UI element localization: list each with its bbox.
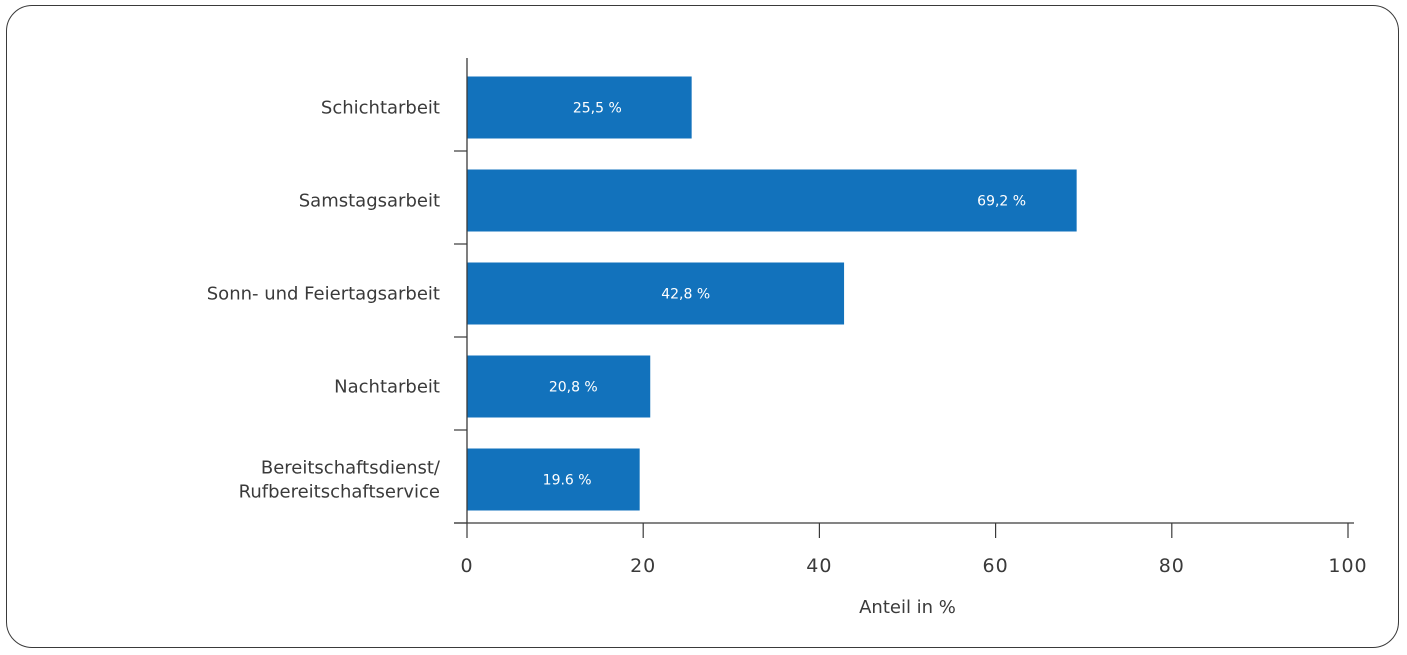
bar: [467, 169, 1077, 232]
bar: [467, 448, 640, 511]
category-label: Nachtarbeit: [334, 377, 440, 398]
bar-value-label: 19.6 %: [543, 473, 592, 489]
bar: [467, 355, 651, 418]
bar: [467, 262, 845, 325]
bar: [467, 76, 692, 139]
bar-value-label: 25,5 %: [573, 101, 622, 117]
bars-layer: 25,5 % 69,2 % 42,8 % 20,8 % 19.6 %: [467, 76, 1077, 511]
x-tick-label: 0: [460, 555, 473, 577]
chart-frame: [6, 5, 1399, 648]
x-tick-label: 100: [1328, 555, 1367, 577]
bar-value-label: 20,8 %: [549, 380, 598, 396]
x-tick-label: 40: [806, 555, 832, 577]
category-label: Schichtarbeit: [321, 98, 440, 119]
category-label: Rufbereitschaftservice: [239, 482, 440, 503]
category-label: Samstagsarbeit: [299, 191, 440, 212]
bar-value-label: 42,8 %: [661, 287, 710, 303]
category-label: Bereitschaftsdienst/: [261, 458, 441, 479]
x-tick-label: 60: [983, 555, 1009, 577]
bar-value-label: 69,2 %: [977, 194, 1026, 210]
x-tick-label: 20: [630, 555, 656, 577]
x-axis-title: Anteil in %: [859, 597, 956, 618]
x-tick-label: 80: [1159, 555, 1185, 577]
category-labels: Schichtarbeit Samstagsarbeit Sonn- und Fei…: [207, 98, 441, 503]
category-label: Sonn- und Feiertagsarbeit: [207, 284, 440, 305]
axes: 0 20 40 60 80 100: [454, 58, 1367, 577]
